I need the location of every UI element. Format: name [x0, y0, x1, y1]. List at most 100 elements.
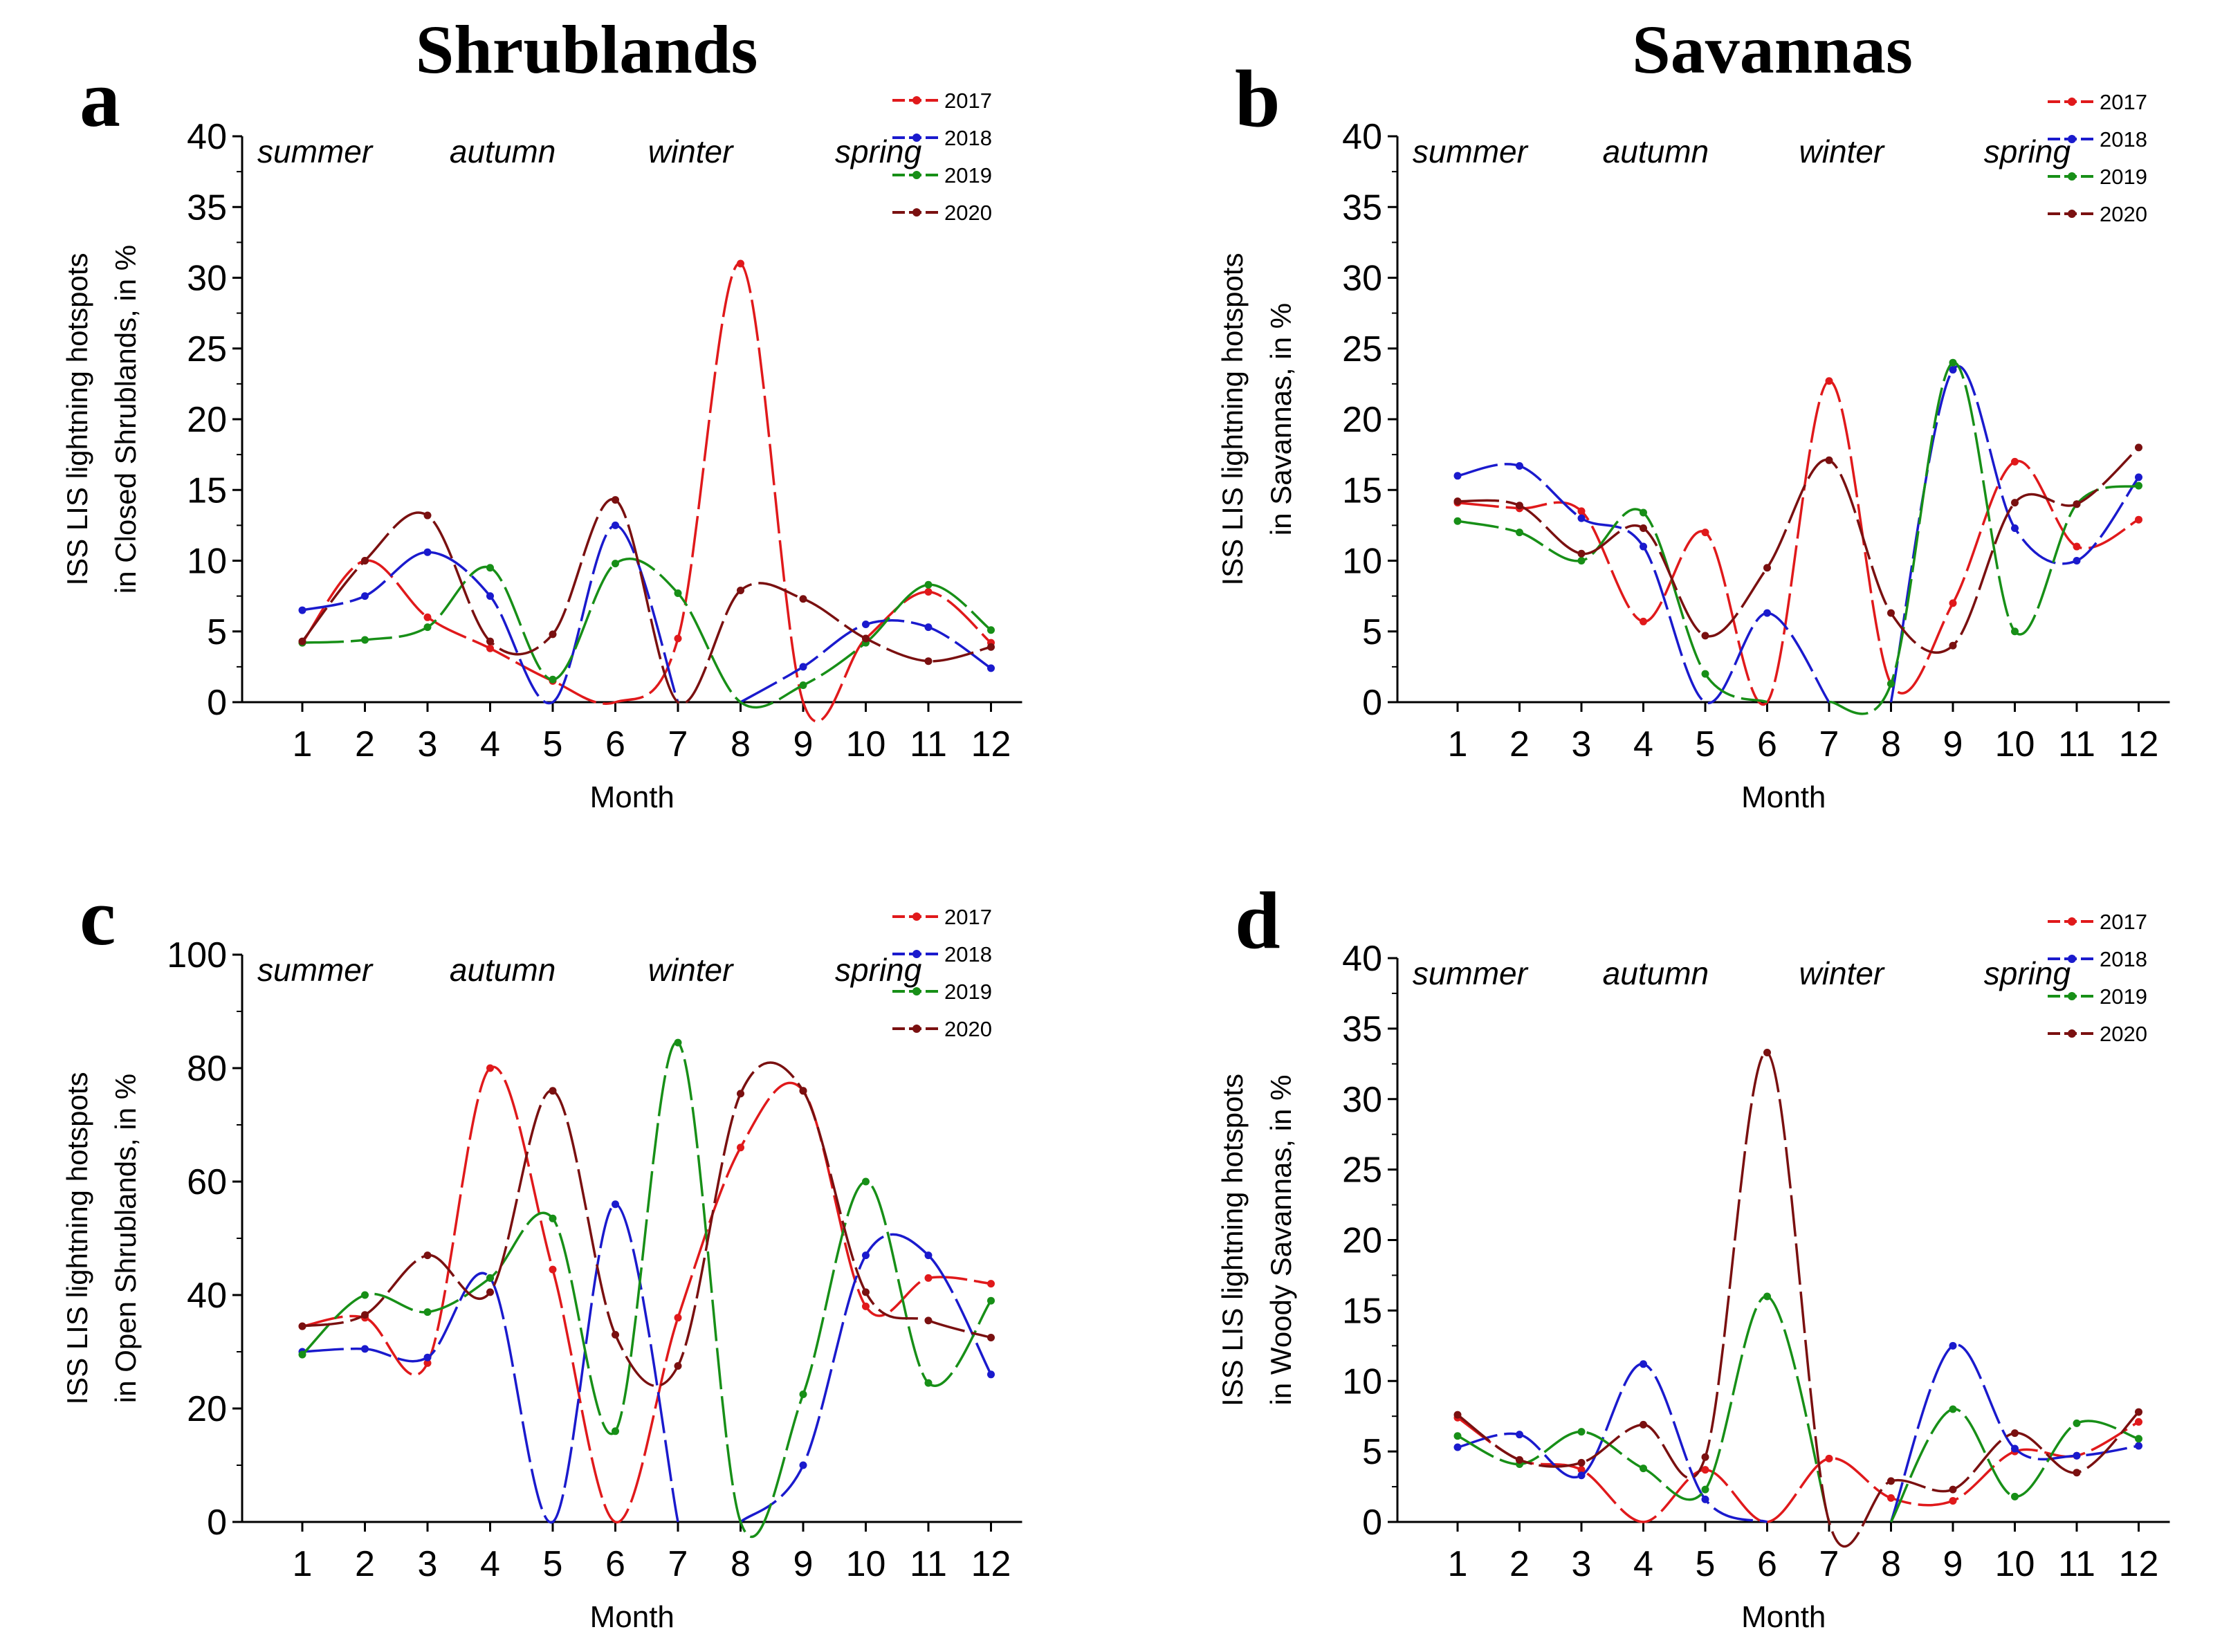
x-tick-label: 2 [1509, 1544, 1530, 1584]
data-point-2020 [1763, 564, 1771, 572]
data-point-2017 [423, 1359, 432, 1367]
y-tick-label: 0 [207, 1503, 227, 1543]
data-point-2019 [1887, 679, 1895, 688]
legend: 2017 2018 2019 2020 [892, 89, 992, 225]
data-point-2017 [1701, 1466, 1709, 1474]
legend-label-2019: 2019 [2100, 165, 2147, 189]
y-tick-label: 10 [187, 542, 227, 582]
series-line-2018 [740, 619, 992, 704]
y-axis-label-line: in Woody Savannas, in % [1265, 1075, 1297, 1406]
x-tick-label: 5 [543, 1544, 563, 1584]
data-point-2017 [674, 1314, 682, 1322]
data-point-2020 [2011, 499, 2019, 507]
data-point-2020 [1949, 1485, 1957, 1494]
data-point-2020 [799, 595, 807, 603]
data-point-2018 [1701, 1495, 1709, 1503]
x-tick-label: 10 [1995, 724, 2035, 764]
series-2018 [1453, 365, 2142, 704]
series-2018 [1453, 1341, 2142, 1523]
data-point-2020 [1887, 1477, 1895, 1485]
x-tick-label: 1 [1448, 724, 1468, 764]
series-line-2018 [740, 1233, 993, 1523]
season-label-winter: winter [1799, 955, 1885, 991]
y-tick-label: 5 [1362, 612, 1382, 652]
x-tick-label: 9 [793, 1544, 814, 1584]
data-point-2019 [486, 1274, 494, 1282]
data-point-2017 [1825, 377, 1833, 385]
data-point-2020 [1640, 524, 1647, 532]
data-point-2017 [1577, 1466, 1586, 1474]
x-tick-label: 1 [293, 1544, 313, 1584]
data-point-2019 [1763, 1292, 1771, 1301]
data-point-2020 [737, 586, 744, 594]
season-label-spring: spring [835, 134, 922, 169]
y-tick-label: 60 [187, 1162, 227, 1202]
data-point-2020 [737, 1090, 744, 1098]
x-tick-label: 10 [1995, 1544, 2035, 1584]
data-point-2018 [361, 592, 369, 600]
data-point-2020 [2135, 443, 2142, 452]
y-axis-label-line: ISS LIS lightning hotspots [1216, 253, 1249, 586]
season-label-autumn: autumn [450, 952, 556, 988]
x-tick-label: 11 [2058, 1544, 2095, 1584]
legend-label-2017: 2017 [944, 89, 992, 113]
data-point-2020 [987, 1334, 995, 1341]
data-point-2019 [674, 1038, 682, 1047]
series-line-2018 [1889, 1343, 2139, 1523]
legend-label-2017: 2017 [2100, 90, 2147, 114]
data-point-2019 [612, 560, 619, 568]
data-point-2019 [423, 1308, 432, 1316]
legend-label-2017: 2017 [2100, 910, 2147, 934]
legend-marker-2018 [912, 950, 921, 958]
x-axis-label: Month [590, 1600, 674, 1634]
data-point-2020 [2073, 500, 2081, 508]
data-point-2019 [924, 1379, 933, 1387]
series-line-2020 [302, 1061, 991, 1388]
y-tick-label: 0 [207, 683, 227, 723]
series-line-2018 [1889, 365, 2140, 703]
series-2019 [298, 558, 995, 709]
data-point-2019 [361, 636, 369, 644]
data-point-2020 [2011, 1429, 2019, 1438]
season-label-autumn: autumn [450, 134, 556, 169]
series-line-2019 [1828, 361, 2139, 715]
y-tick-label: 25 [1342, 1150, 1382, 1191]
season-label-spring: spring [1984, 955, 2071, 991]
legend-label-2020: 2020 [2100, 202, 2147, 226]
legend-label-2020: 2020 [944, 1017, 992, 1041]
y-tick-label: 40 [1342, 117, 1382, 157]
series-line-2017 [302, 1065, 991, 1523]
x-tick-label: 12 [2119, 724, 2159, 764]
y-tick-label: 40 [1342, 939, 1382, 979]
data-point-2020 [1516, 502, 1523, 510]
season-label-summer: summer [1413, 955, 1529, 991]
x-axis-label: Month [590, 780, 674, 814]
data-point-2020 [1453, 1411, 1462, 1419]
y-tick-label: 10 [1342, 542, 1382, 582]
legend-marker-2020 [912, 1025, 921, 1033]
y-axis-label-line: ISS LIS lightning hotspots [61, 253, 93, 586]
data-point-2017 [2073, 542, 2081, 551]
y-tick-label: 5 [207, 612, 227, 652]
data-point-2020 [1640, 1420, 1647, 1429]
x-axis-label: Month [1741, 1600, 1826, 1634]
x-tick-label: 4 [480, 724, 500, 764]
data-point-2018 [1516, 461, 1523, 470]
data-point-2017 [987, 1280, 995, 1288]
x-tick-label: 10 [846, 724, 886, 764]
series-2020 [1453, 1049, 2142, 1548]
y-tick-label: 15 [1342, 470, 1382, 511]
x-axis-label: Month [1741, 780, 1826, 814]
x-tick-label: 9 [1943, 1544, 1963, 1584]
data-point-2018 [1640, 1360, 1647, 1368]
series-line-2018 [302, 524, 679, 705]
x-tick-label: 3 [418, 1544, 438, 1584]
data-point-2017 [423, 613, 432, 621]
x-tick-label: 11 [2058, 724, 2095, 764]
x-tick-label: 2 [355, 1544, 375, 1584]
y-axis-label-line: ISS LIS lightning hotspots [1216, 1074, 1249, 1406]
y-tick-label: 15 [1342, 1291, 1382, 1331]
